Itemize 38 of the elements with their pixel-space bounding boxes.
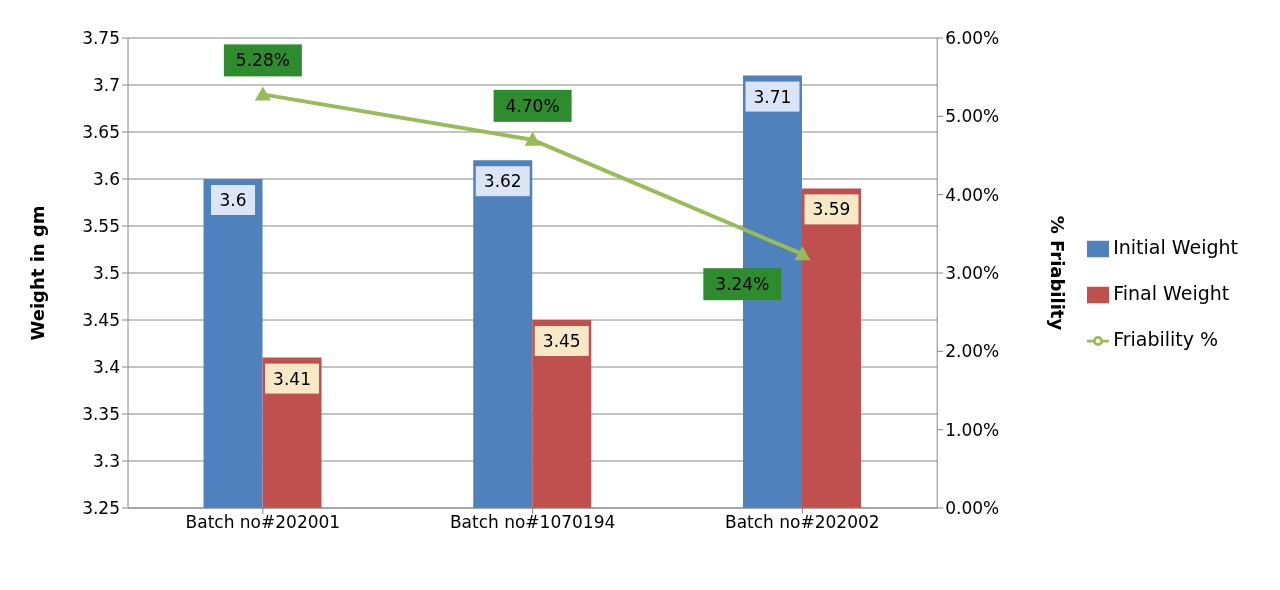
legend-label: Initial Weight — [1113, 236, 1238, 258]
point — [794, 246, 811, 261]
y2-tick-label: 0.00% — [945, 498, 1000, 519]
data-label: 3.45 — [542, 331, 581, 351]
y2-tick-label: 3.00% — [945, 263, 1000, 284]
y-tick-label: 3.25 — [82, 498, 120, 519]
y-tick-label: 3.65 — [82, 122, 120, 143]
y-tick-label: 3.5 — [92, 263, 120, 284]
y-tick-label: 3.75 — [82, 28, 120, 49]
y-tick-label: 3.55 — [82, 216, 120, 237]
x-tick-label: Batch no#1070194 — [449, 512, 616, 533]
data-label: 3.24% — [715, 274, 770, 295]
y-tick-label: 3.3 — [92, 451, 120, 472]
x-tick-label: Batch no#202002 — [725, 512, 880, 533]
data-label: 4.70% — [505, 95, 560, 116]
data-label: 3.6 — [219, 190, 247, 210]
point — [254, 86, 271, 101]
data-label: 5.28% — [235, 50, 290, 71]
y-axis-title: Weight in gm — [27, 205, 49, 341]
y2-tick-label: 4.00% — [945, 184, 1000, 205]
legend-label: Final Weight — [1113, 282, 1230, 304]
y-tick-label: 3.6 — [92, 169, 120, 190]
y2-axis-title: % Friability — [1046, 215, 1068, 331]
legend-label: Friability % — [1113, 328, 1219, 350]
data-label: 3.59 — [812, 199, 851, 220]
x-tick-label: Batch no#202001 — [185, 512, 341, 533]
y-tick-label: 3.4 — [92, 357, 120, 378]
data-label: 3.41 — [273, 368, 311, 389]
y2-tick-label: 5.00% — [945, 106, 1000, 127]
point — [524, 131, 541, 146]
y2-tick-label: 2.00% — [945, 341, 1000, 362]
y2-tick-label: 1.00% — [945, 419, 1000, 440]
y2-tick-label: 6.00% — [945, 28, 1000, 49]
y-tick-label: 3.35 — [82, 404, 120, 425]
y-tick-label: 3.45 — [82, 310, 120, 331]
data-label: 3.62 — [483, 171, 522, 192]
y-tick-label: 3.7 — [92, 75, 120, 96]
data-label: 3.71 — [753, 86, 792, 107]
